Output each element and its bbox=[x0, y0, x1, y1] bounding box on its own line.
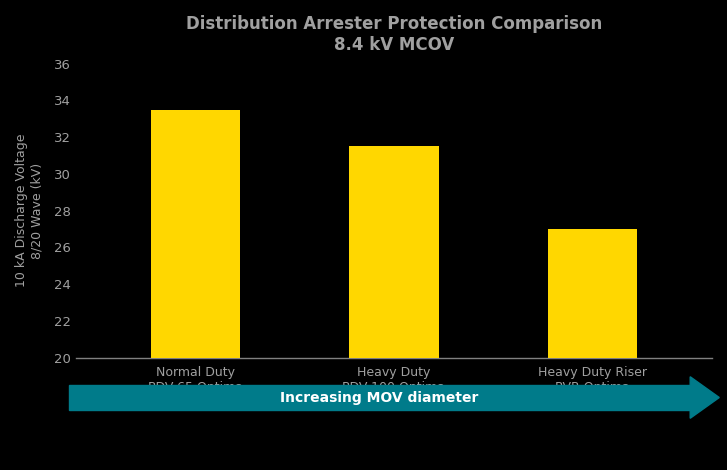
Bar bbox=[548, 229, 638, 358]
Bar bbox=[150, 110, 240, 358]
Title: Distribution Arrester Protection Comparison
8.4 kV MCOV: Distribution Arrester Protection Compari… bbox=[186, 15, 602, 54]
Text: Increasing MOV diameter: Increasing MOV diameter bbox=[281, 391, 478, 405]
Y-axis label: 10 kA Discharge Voltage
8/20 Wave (kV): 10 kA Discharge Voltage 8/20 Wave (kV) bbox=[15, 134, 43, 287]
Bar bbox=[349, 146, 438, 358]
